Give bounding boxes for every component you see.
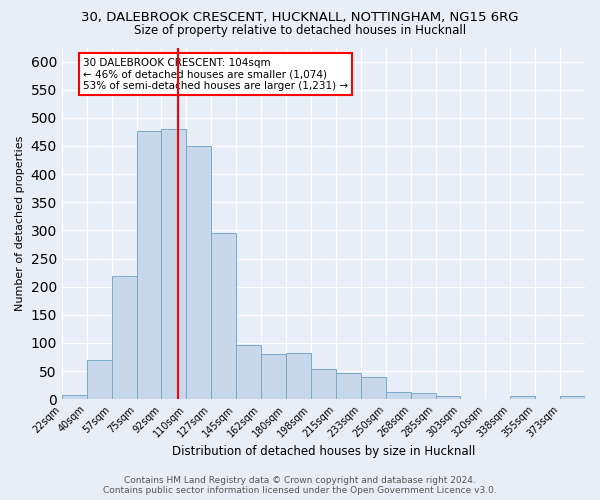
- Text: 30, DALEBROOK CRESCENT, HUCKNALL, NOTTINGHAM, NG15 6RG: 30, DALEBROOK CRESCENT, HUCKNALL, NOTTIN…: [81, 11, 519, 24]
- Bar: [62, 395, 87, 399]
- Bar: [137, 131, 161, 399]
- Bar: [436, 396, 460, 399]
- X-axis label: Distribution of detached houses by size in Hucknall: Distribution of detached houses by size …: [172, 444, 475, 458]
- Text: 30 DALEBROOK CRESCENT: 104sqm
← 46% of detached houses are smaller (1,074)
53% o: 30 DALEBROOK CRESCENT: 104sqm ← 46% of d…: [83, 58, 348, 91]
- Bar: [112, 276, 137, 399]
- Bar: [361, 376, 386, 399]
- Bar: [87, 360, 112, 399]
- Bar: [510, 396, 535, 399]
- Bar: [236, 344, 261, 399]
- Bar: [286, 353, 311, 399]
- Text: Size of property relative to detached houses in Hucknall: Size of property relative to detached ho…: [134, 24, 466, 37]
- Bar: [187, 146, 211, 399]
- Y-axis label: Number of detached properties: Number of detached properties: [15, 136, 25, 311]
- Bar: [161, 129, 187, 399]
- Bar: [410, 393, 436, 399]
- Bar: [311, 369, 336, 399]
- Bar: [386, 392, 410, 399]
- Text: Contains HM Land Registry data © Crown copyright and database right 2024.
Contai: Contains HM Land Registry data © Crown c…: [103, 476, 497, 495]
- Bar: [261, 354, 286, 399]
- Bar: [336, 374, 361, 399]
- Bar: [560, 396, 585, 399]
- Bar: [211, 233, 236, 399]
